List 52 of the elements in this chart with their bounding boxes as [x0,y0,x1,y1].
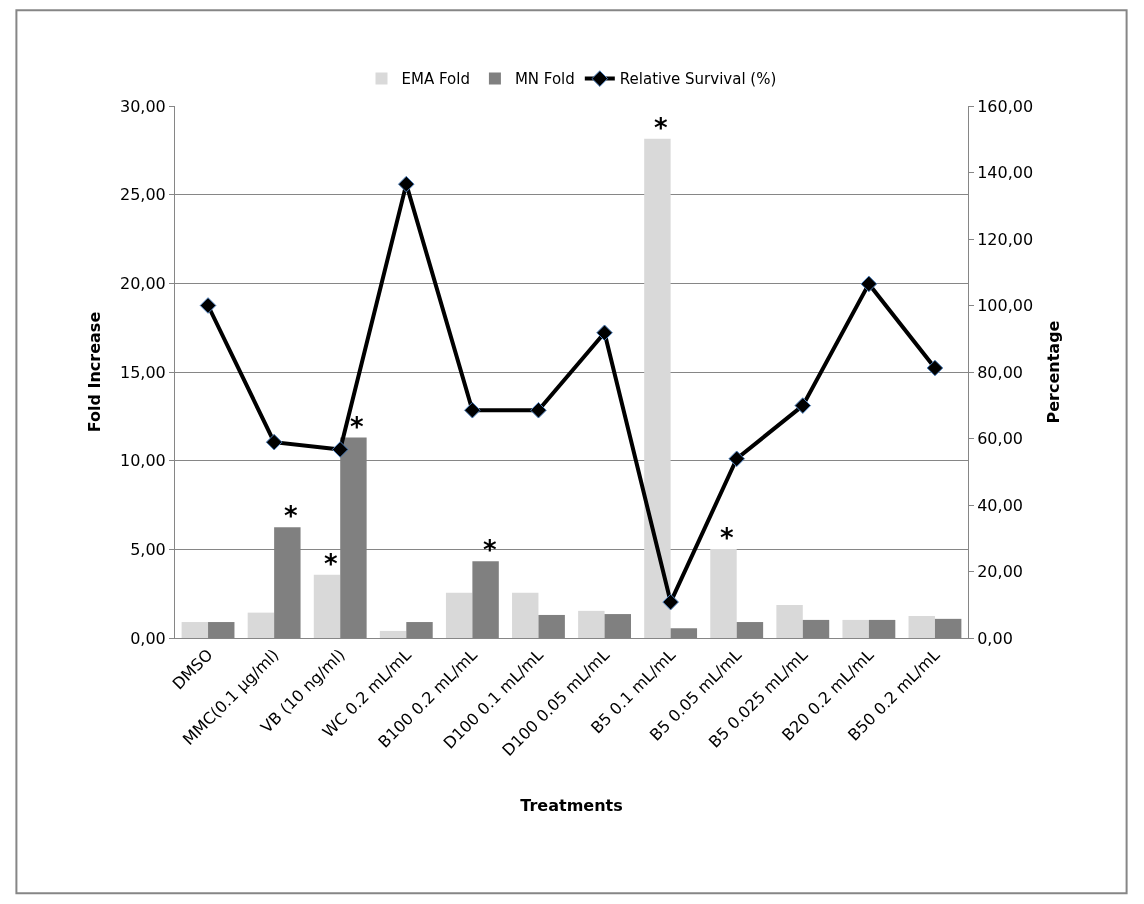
y2-tick-label: 60,00 [977,429,1024,449]
x-axis-title: Treatments [520,795,623,815]
y2-tick-label: 0,00 [977,628,1013,648]
bar [512,592,539,638]
point [860,275,878,293]
point [794,397,812,414]
y-tick-label: 15,00 [119,362,166,382]
bar [247,612,275,638]
y-tick-label: 30,00 [119,96,166,116]
point [926,359,944,377]
y-tick-label: 10,00 [119,451,166,471]
annotation: * [654,113,668,143]
bar [578,610,605,638]
point [199,297,217,314]
bar [776,605,803,638]
y-tick-label: 20,00 [119,273,166,293]
bar [908,616,935,638]
bar [644,138,671,638]
annotation: * [284,501,298,531]
legend-label: Relative Survival (%) [619,70,777,89]
point [530,401,547,419]
point [397,175,415,193]
y2-tick-label: 100,00 [977,296,1034,316]
y2-tick-label: 40,00 [977,495,1024,515]
legend-label: MN Fold [514,70,575,89]
bar [181,622,209,638]
point [596,324,613,342]
bar [445,592,473,638]
y-tick-label: 5,00 [130,539,166,559]
point [662,593,679,611]
point [265,433,283,451]
y-axis-title: Fold Increase [84,311,104,433]
y-tick-label: 25,00 [119,185,166,205]
y2-tick-label: 160,00 [977,96,1034,116]
y2-tick-label: 80,00 [977,362,1024,382]
y2-tick-label: 120,00 [977,229,1034,249]
y-tick-label: 0,00 [130,628,166,648]
y2-tick-label: 140,00 [977,163,1034,183]
annotation: * [324,549,338,579]
annotation: * [720,523,734,553]
legend-label: EMA Fold [401,70,470,89]
y2-axis-title: Percentage [1043,320,1063,424]
point [728,450,746,468]
point [331,441,349,458]
bar [379,630,407,638]
y2-tick-label: 20,00 [977,562,1024,582]
annotation: * [483,535,497,565]
bar [710,548,737,638]
bar [313,574,341,638]
annotation: * [350,412,364,442]
point [464,401,481,419]
bar [842,619,869,638]
